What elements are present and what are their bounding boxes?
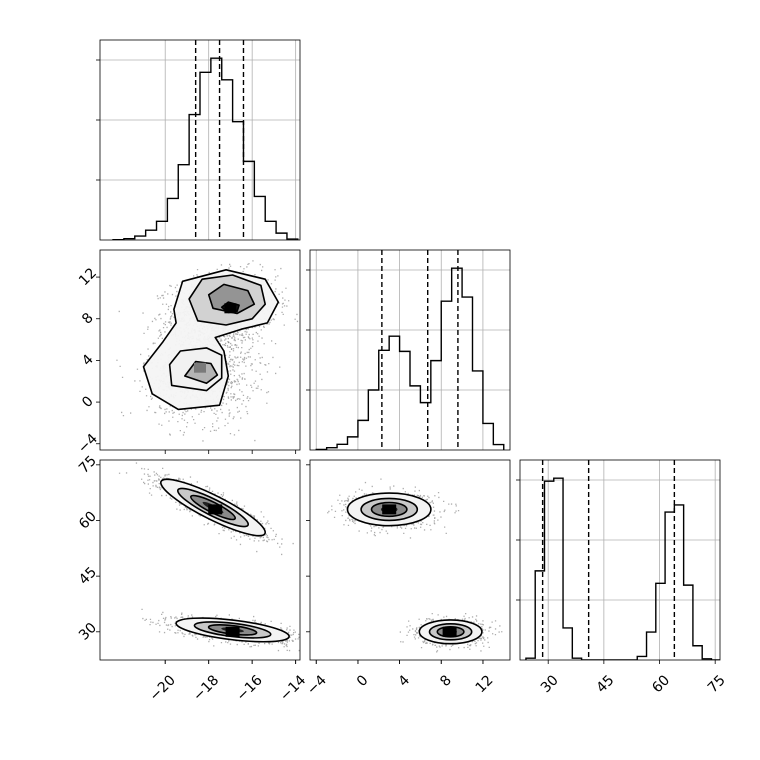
- y-tick-label-2-3: 75: [76, 453, 100, 477]
- y-tick-label-2-2: 60: [76, 509, 100, 533]
- x-tick-label-1-2: 4: [396, 672, 414, 690]
- pair-frame-1: [99, 459, 301, 661]
- hist-frame-2: [519, 459, 721, 661]
- hist-panel-1: [306, 249, 511, 451]
- density-peak-0-1: [194, 362, 206, 373]
- y-tick-label-2-0: 30: [76, 620, 100, 644]
- contour-0-2: [207, 283, 256, 315]
- pair-panel-0-2: [96, 459, 301, 664]
- x-tick-label-2-3: 75: [705, 672, 729, 696]
- x-tick-label-2-1: 45: [594, 672, 618, 696]
- hist-steps-2: [525, 477, 720, 660]
- x-tick-label-1-0: −4: [304, 672, 330, 698]
- density-peak-2-1: [442, 626, 457, 637]
- x-tick-label-1-4: 12: [473, 672, 497, 696]
- hist-frame-0: [99, 39, 301, 241]
- density-peak-0-0: [224, 303, 237, 314]
- pair-panel-1-2: [306, 459, 511, 664]
- hist-steps-1: [315, 267, 505, 450]
- y-tick-label-1-3: 8: [79, 310, 97, 328]
- x-tick-label-0-2: −16: [234, 672, 266, 704]
- pair-frame-0: [99, 249, 301, 451]
- pair-frame-2: [309, 459, 511, 661]
- hist-panel-2: [516, 459, 721, 661]
- x-tick-label-0-1: −18: [190, 672, 222, 704]
- x-tick-label-2-0: 30: [538, 672, 562, 696]
- x-tick-label-2-2: 60: [649, 672, 673, 696]
- x-tick-label-0-0: −20: [147, 672, 179, 704]
- density-peak-2-0: [382, 504, 397, 515]
- x-tick-label-1-1: 0: [354, 672, 372, 690]
- x-tick-label-1-3: 8: [437, 672, 455, 690]
- hist-steps-0: [112, 57, 299, 240]
- density-peak-1-0: [208, 504, 223, 515]
- density-peak-1-1: [225, 626, 240, 637]
- hist-panel-0: [96, 39, 301, 241]
- y-tick-label-1-1: 0: [79, 393, 97, 411]
- pair-panel-0-1: [96, 249, 301, 454]
- hist-frame-1: [309, 249, 511, 451]
- y-tick-label-1-2: 4: [79, 352, 97, 370]
- y-tick-label-2-1: 45: [76, 564, 100, 588]
- y-tick-label-1-4: 12: [76, 265, 100, 289]
